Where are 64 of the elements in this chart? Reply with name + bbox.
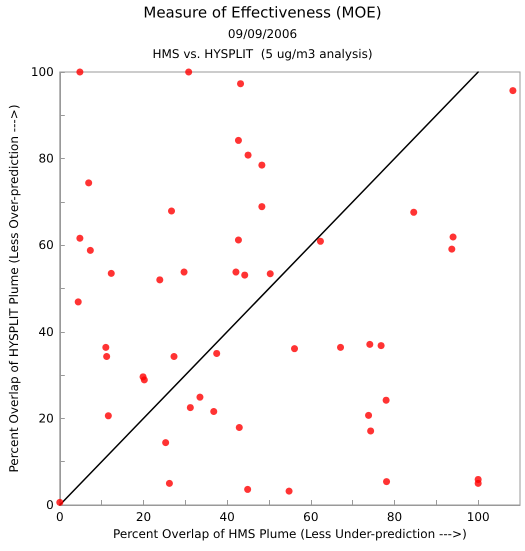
y-tick-label: 80 xyxy=(38,152,54,166)
x-axis-title: Percent Overlap of HMS Plume (Less Under-prediction --->) xyxy=(113,526,467,541)
point xyxy=(234,136,242,144)
point xyxy=(170,352,178,360)
point xyxy=(76,68,84,76)
point xyxy=(103,352,110,360)
point xyxy=(180,268,188,276)
y-tick-label: 40 xyxy=(38,324,54,339)
point xyxy=(56,498,64,506)
point xyxy=(236,424,243,431)
point xyxy=(166,480,173,487)
point xyxy=(266,270,274,278)
point xyxy=(185,68,192,76)
point xyxy=(232,268,240,276)
point xyxy=(337,344,344,351)
point xyxy=(383,478,390,486)
point xyxy=(108,270,115,277)
point xyxy=(168,207,176,214)
point xyxy=(450,233,457,240)
point xyxy=(378,342,385,350)
point xyxy=(291,345,298,352)
point xyxy=(140,376,148,384)
point xyxy=(241,272,248,279)
y-tick-label: 20 xyxy=(38,411,54,426)
point xyxy=(509,87,516,94)
y-tick-label: 0 xyxy=(46,498,54,512)
point xyxy=(410,208,418,216)
point xyxy=(244,152,252,159)
point xyxy=(234,236,242,244)
point xyxy=(210,408,218,415)
x-tick-label: 40 xyxy=(220,510,235,524)
point xyxy=(258,162,266,169)
point xyxy=(365,412,372,419)
chart-title: Measure of Effectiveness (MOE) xyxy=(143,4,382,22)
x-tick-label: 60 xyxy=(303,510,318,524)
point xyxy=(74,298,82,306)
y-axis-title: Percent Overlap of HYSPLIT Plume (Less Over-prediction --->) xyxy=(7,104,21,472)
point xyxy=(237,80,244,88)
point xyxy=(286,488,293,495)
point xyxy=(213,350,220,357)
point xyxy=(196,394,204,401)
x-tick-label: 80 xyxy=(386,510,402,524)
point xyxy=(162,439,170,446)
point xyxy=(258,203,266,210)
x-tick-label: 0 xyxy=(56,510,64,524)
point xyxy=(382,396,390,404)
point xyxy=(244,486,252,493)
point xyxy=(86,246,94,254)
point xyxy=(102,344,110,351)
y-tick-label: 60 xyxy=(38,238,54,252)
chart-subtitle: 09/09/2006 HMS vs. HYSPLIT (5 ug/m3 analysis) xyxy=(152,27,372,61)
point xyxy=(316,238,324,245)
point xyxy=(104,412,112,420)
point xyxy=(366,340,374,348)
x-tick-label: 20 xyxy=(136,510,152,524)
point xyxy=(448,246,456,253)
point xyxy=(367,427,374,434)
point xyxy=(85,179,92,186)
x-tick-label: 100 xyxy=(466,510,490,524)
point xyxy=(156,276,164,284)
point xyxy=(76,234,84,242)
point xyxy=(474,480,482,487)
point xyxy=(186,404,194,412)
y-tick-label: 100 xyxy=(30,65,54,79)
